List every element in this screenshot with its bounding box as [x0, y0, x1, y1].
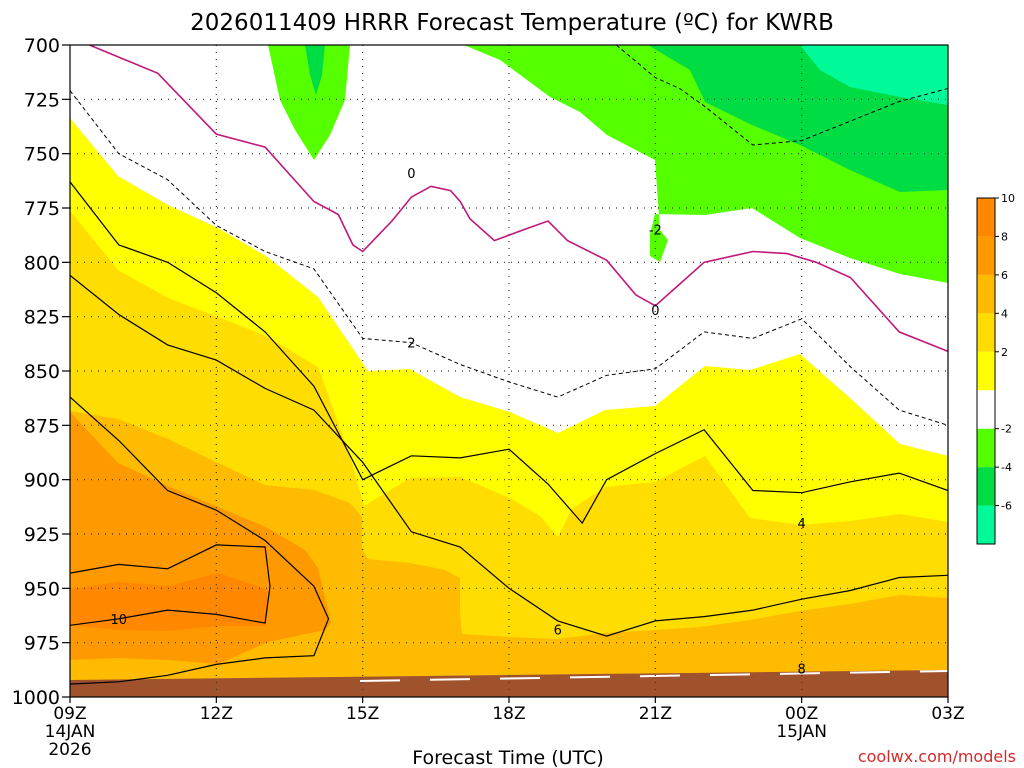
x-axis-label: Forecast Time (UTC) [412, 747, 603, 768]
y-tick-label: 900 [24, 470, 60, 492]
y-tick-label: 975 [24, 633, 60, 655]
x-tick-label: 00Z [785, 704, 818, 724]
isotherm-8 [70, 396, 330, 685]
y-tick-label: 775 [24, 198, 60, 220]
isotherm-10 [70, 544, 271, 626]
fill-minus4-minus2-upper [305, 45, 325, 95]
fill-minus6-minus4 [800, 45, 948, 105]
colorbar-segment [977, 274, 995, 314]
x-tick-label: 18Z [492, 704, 525, 724]
colorbar: -6 -4 -2 2 4 6 8 10 [976, 192, 1015, 545]
colorbar-tick-label: -2 [1001, 423, 1012, 436]
contour-fills [70, 45, 948, 697]
ground [70, 670, 948, 697]
contour-label: 8 [798, 663, 806, 678]
colorbar-tick-label: -4 [1001, 461, 1012, 474]
colorbar-segment [977, 351, 995, 391]
fill-minus2-0-upper [268, 45, 350, 160]
y-axis: 700 725 750 775 800 825 850 875 900 925 950 975 1000 [12, 35, 70, 709]
colorbar-tick-label: 10 [1001, 192, 1015, 205]
isotherm-6 [70, 274, 948, 637]
isotherm-minus2 [615, 45, 948, 146]
colorbar-segment [977, 467, 995, 506]
x-date-label: 14JAN [45, 722, 96, 742]
colorbar-frame [976, 197, 996, 545]
colorbar-segment [977, 428, 995, 468]
isotherm-0 [89, 45, 948, 353]
y-tick-label: 750 [24, 144, 60, 166]
colorbar-segment [977, 313, 995, 352]
contour-label: 6 [554, 624, 562, 639]
x-date-label: 15JAN [776, 722, 827, 742]
colorbar-tick-label: 6 [1001, 269, 1008, 282]
contour-labels: 0 0 -2 2 4 6 8 10 [111, 167, 806, 678]
y-tick-label: 925 [24, 524, 60, 546]
x-tick-label: 15Z [346, 704, 379, 724]
y-tick-label: 725 [24, 89, 60, 111]
y-tick-label: 1000 [12, 687, 60, 709]
y-tick-label: 875 [24, 415, 60, 437]
x-tick-label: 12Z [200, 704, 233, 724]
isotherm-4 [70, 181, 948, 525]
ground-dash [359, 670, 948, 682]
contour-label: -2 [649, 224, 662, 239]
isotherm-lines [70, 45, 948, 685]
x-year-label: 2026 [48, 740, 91, 760]
colorbar-segment [977, 390, 995, 429]
contour-label: 0 [651, 304, 659, 319]
colorbar-tick-label: 2 [1001, 346, 1008, 359]
colorbar-segment [977, 198, 995, 237]
colorbar-tick-label: 8 [1001, 230, 1008, 243]
y-tick-label: 700 [24, 35, 60, 57]
colorbar-segment [977, 505, 995, 544]
colorbar-tick-label: 4 [1001, 307, 1008, 320]
y-tick-label: 800 [24, 252, 60, 274]
y-tick-label: 825 [24, 307, 60, 329]
isotherm-minus2 [70, 90, 948, 426]
x-tick-label: 09Z [53, 704, 86, 724]
y-tick-label: 850 [24, 361, 60, 383]
chart-title: 2026011409 HRRR Forecast Temperature (ºC… [190, 10, 834, 36]
contour-label: 10 [111, 613, 128, 628]
fill-10-12 [70, 573, 268, 631]
x-tick-label: 21Z [639, 704, 672, 724]
y-tick-label: 950 [24, 578, 60, 600]
colorbar-tick-label: -6 [1001, 500, 1012, 513]
x-tick-label: 03Z [931, 704, 964, 724]
contour-label: 4 [798, 517, 806, 532]
colorbar-segment [977, 236, 995, 275]
contour-label: 2 [407, 337, 415, 352]
contour-label: 0 [407, 167, 415, 182]
credit-text: coolwx.com/models [858, 747, 1016, 766]
